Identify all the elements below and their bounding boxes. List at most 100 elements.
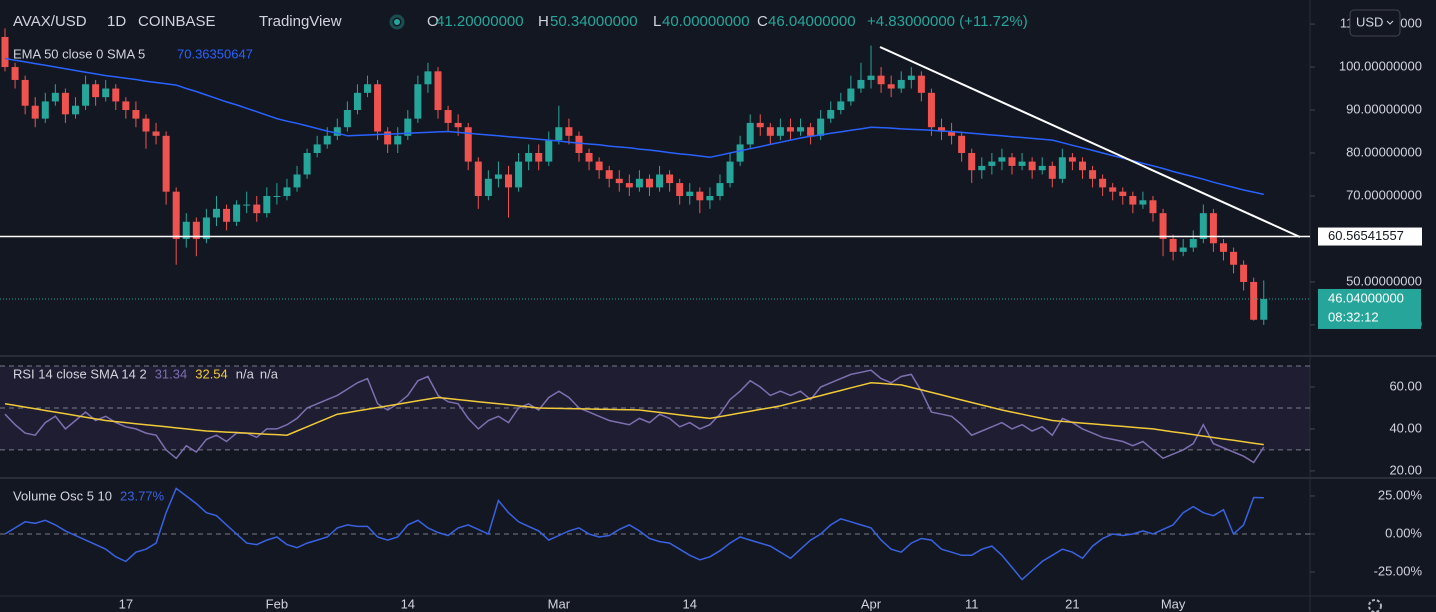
- candle-body: [313, 144, 321, 154]
- indicator-line: [4, 487, 1264, 581]
- countdown-label: 08:32:12: [1328, 309, 1379, 324]
- candle-body: [384, 131, 392, 145]
- candle-body: [545, 140, 553, 162]
- candle-body: [243, 204, 251, 206]
- x-tick-label: Apr: [861, 596, 882, 611]
- candle-body: [716, 183, 724, 196]
- candle-body: [525, 153, 533, 162]
- candle-body: [575, 135, 583, 154]
- candle-body: [726, 161, 734, 184]
- candle-body: [948, 131, 956, 136]
- overlay-layer: 60.56541557 46.04000000 08:32:12 O41.200000…: [13, 13, 1422, 503]
- y-tick-label: 25.00%: [1378, 487, 1423, 502]
- legend-value: 32.54: [195, 366, 228, 381]
- candle-body: [786, 127, 794, 132]
- candle-body: [1250, 281, 1258, 320]
- candle-body: [333, 127, 341, 136]
- candle-body: [454, 122, 462, 128]
- candle-body: [353, 92, 361, 111]
- x-tick-label: 17: [119, 596, 133, 611]
- candle-body: [1, 36, 9, 68]
- candle-body: [112, 88, 120, 102]
- candle-body: [625, 183, 633, 188]
- candle-body: [857, 79, 865, 89]
- last-price-label: 46.04000000: [1328, 290, 1404, 305]
- candle-body: [1189, 238, 1197, 248]
- exchange: COINBASE: [138, 13, 216, 30]
- candle-body: [1058, 157, 1066, 179]
- candle-body: [172, 191, 180, 239]
- candle-body: [1129, 195, 1137, 205]
- x-tick-label: Mar: [548, 596, 571, 611]
- candle-body: [1089, 170, 1097, 179]
- candle-body: [736, 144, 744, 162]
- candle-body: [323, 135, 331, 145]
- candle-body: [998, 157, 1006, 162]
- candle-body: [11, 67, 19, 80]
- candle-body: [404, 118, 412, 136]
- y-tick-label: -25.00%: [1374, 563, 1423, 578]
- candle-body: [756, 122, 764, 128]
- candle-body: [696, 191, 704, 201]
- y-tick-label: 20.00: [1389, 462, 1422, 477]
- candle-body: [1169, 238, 1177, 252]
- legend-name: EMA 50 close 0 SMA 5: [13, 46, 145, 61]
- currency-label[interactable]: USD: [1356, 14, 1383, 29]
- candle-body: [706, 195, 714, 201]
- x-tick-label: May: [1161, 596, 1186, 611]
- candle-body: [202, 217, 210, 239]
- candle-body: [484, 178, 492, 196]
- candle-body: [223, 208, 231, 222]
- candle-body: [666, 174, 674, 184]
- x-tick-label: Feb: [266, 596, 288, 611]
- candle-body: [494, 174, 502, 179]
- candle-body: [746, 122, 754, 145]
- last-price-box: [1318, 288, 1421, 329]
- candle-body: [897, 79, 905, 89]
- y-tick-label: 100.00000000: [1339, 58, 1422, 73]
- candle-body: [938, 127, 946, 132]
- candle-body: [877, 75, 885, 85]
- candle-body: [595, 161, 603, 171]
- candle-body: [776, 127, 784, 136]
- candle-body: [867, 75, 875, 80]
- indicator-title: RSI 14 close SMA 14 2: [13, 366, 147, 381]
- candle-body: [464, 127, 472, 162]
- ohlc-value: 41.20000000: [436, 13, 524, 30]
- candle-body: [1048, 165, 1056, 179]
- candle-body: [817, 118, 825, 136]
- candle-body: [505, 174, 512, 188]
- candle-body: [71, 105, 79, 115]
- candle-body: [807, 127, 815, 136]
- indicator-line: [4, 382, 1264, 446]
- candle-body: [51, 92, 59, 102]
- candle-body: [303, 153, 311, 175]
- candle-body: [132, 110, 140, 119]
- x-tick-label: 11: [965, 596, 979, 611]
- dropdown-arrow[interactable]: [1386, 20, 1394, 25]
- market-status-dot: [394, 19, 400, 25]
- candle-body: [233, 204, 241, 222]
- currency-button[interactable]: [1349, 9, 1401, 37]
- candle-body: [686, 191, 694, 196]
- settings-icon[interactable]: [1368, 599, 1382, 612]
- candle-body: [1179, 247, 1187, 252]
- candle-body: [474, 161, 482, 196]
- candle-body: [988, 161, 996, 166]
- ohlc-value: 46.04000000: [768, 13, 856, 30]
- y-tick-label: 90.00000000: [1346, 101, 1422, 116]
- candle-body: [263, 195, 271, 214]
- ohlc-value: 40.00000000: [662, 13, 750, 30]
- candle-body: [1240, 264, 1248, 282]
- candle-body: [837, 101, 845, 111]
- indicator-line: [4, 57, 1264, 196]
- candle-body: [907, 75, 915, 80]
- candle-body: [565, 127, 573, 136]
- candle-body: [253, 204, 261, 214]
- candle-body: [283, 187, 291, 196]
- candle-body: [394, 135, 402, 145]
- candle-body: [676, 183, 684, 196]
- candle-body: [645, 178, 653, 188]
